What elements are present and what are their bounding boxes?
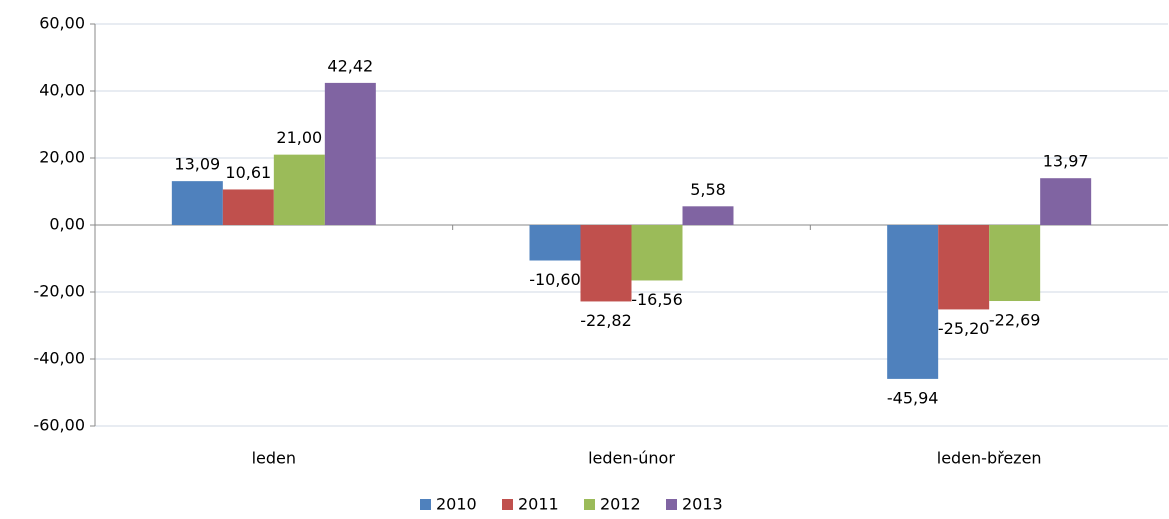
data-label: -16,56 — [631, 290, 683, 309]
data-label: -22,82 — [580, 311, 632, 330]
y-tick-label: 0,00 — [49, 215, 85, 234]
legend-label: 2012 — [600, 495, 641, 514]
legend-label: 2013 — [682, 495, 723, 514]
legend-swatch — [502, 499, 513, 510]
bar — [171, 181, 223, 225]
legend-swatch — [584, 499, 595, 510]
data-label: -10,60 — [529, 270, 581, 289]
data-label: 42,42 — [327, 56, 373, 75]
bar — [938, 225, 990, 310]
data-label: -22,69 — [989, 311, 1041, 330]
y-tick-label: -20,00 — [33, 282, 85, 301]
x-tick-label: leden — [252, 449, 296, 468]
data-label: -45,94 — [887, 388, 939, 407]
legend-swatch — [420, 499, 431, 510]
x-tick-label: leden-únor — [588, 449, 675, 468]
legend-label: 2011 — [518, 495, 559, 514]
y-tick-label: -40,00 — [33, 349, 85, 368]
legend-swatch — [666, 499, 677, 510]
bar — [273, 154, 325, 225]
data-label: 5,58 — [690, 180, 726, 199]
bar — [682, 206, 734, 225]
data-label: 13,09 — [174, 155, 220, 174]
data-label: 10,61 — [225, 163, 271, 182]
y-tick-label: 60,00 — [39, 14, 85, 33]
data-label: -25,20 — [938, 319, 990, 338]
bar — [887, 225, 939, 379]
bar — [529, 225, 581, 261]
data-label: 21,00 — [276, 128, 322, 147]
x-tick-label: leden-březen — [937, 449, 1042, 468]
y-tick-label: 20,00 — [39, 148, 85, 167]
bar — [222, 189, 274, 225]
bar — [989, 225, 1041, 302]
y-tick-label: -60,00 — [33, 416, 85, 435]
bar — [1040, 178, 1092, 225]
legend-label: 2010 — [436, 495, 477, 514]
y-tick-label: 40,00 — [39, 81, 85, 100]
bar — [580, 225, 632, 302]
bar — [631, 225, 683, 281]
bar — [324, 82, 376, 225]
data-label: 13,97 — [1043, 152, 1089, 171]
